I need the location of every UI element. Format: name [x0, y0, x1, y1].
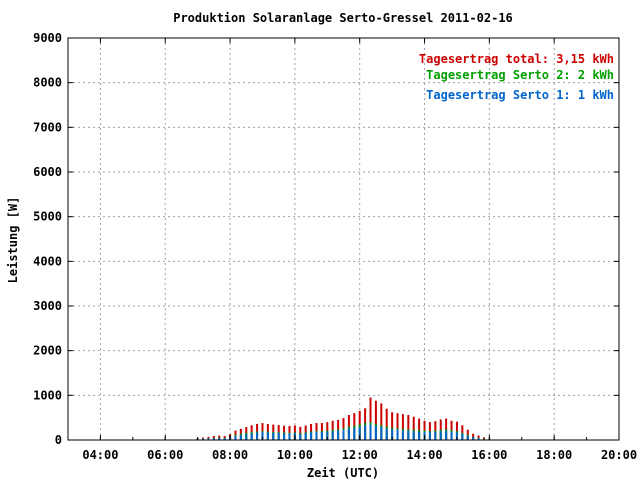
axis-ticks: 04:00 06:00 08:00 10:00 12:00 14:00 16:00 18:00… [33, 31, 637, 462]
bar-serto-1 [342, 429, 345, 440]
x-tick-label: 08:00 [212, 448, 248, 462]
bar-serto-1 [207, 438, 210, 440]
bar-serto-1 [202, 438, 205, 440]
bar-total [455, 421, 458, 440]
bar-serto-1 [385, 428, 388, 440]
bar-serto-1 [445, 430, 448, 440]
legend-serto2: Tagesertrag Serto 2: 2 kWh [426, 68, 614, 82]
bar-serto-1 [396, 429, 399, 440]
bar-serto-1 [434, 431, 437, 440]
bar-serto-1 [374, 425, 377, 440]
bar-serto-1 [353, 427, 356, 440]
bar-total [369, 397, 372, 440]
bar-serto-1 [331, 431, 334, 440]
bar-total [428, 422, 431, 440]
bar-total [374, 400, 377, 440]
bar-serto-1 [239, 435, 242, 440]
bar-serto-1 [212, 438, 215, 440]
bar-serto-1 [364, 425, 367, 440]
bar-total [396, 413, 399, 440]
bar-serto-1 [245, 434, 248, 440]
x-tick-label: 10:00 [277, 448, 313, 462]
bar-total [391, 412, 394, 440]
bar-serto-1 [461, 433, 464, 440]
bar-total [385, 408, 388, 440]
bar-serto-1 [315, 431, 318, 440]
bar-total [407, 414, 410, 440]
y-tick-label: 3000 [33, 299, 62, 313]
y-tick-label: 2000 [33, 344, 62, 358]
bar-serto-1 [407, 430, 410, 440]
legend-total: Tagesertrag total: 3,15 kWh [419, 52, 614, 66]
x-tick-label: 18:00 [536, 448, 572, 462]
plot-frame [67, 37, 620, 441]
x-tick-label: 12:00 [342, 448, 378, 462]
bar-serto-1 [455, 432, 458, 440]
bar-serto-1 [337, 430, 340, 440]
bar-serto-1 [369, 424, 372, 440]
bar-serto-1 [401, 430, 404, 440]
y-tick-label: 8000 [33, 76, 62, 90]
x-tick-label: 14:00 [406, 448, 442, 462]
bar-serto-1 [310, 432, 313, 440]
x-tick-label: 16:00 [471, 448, 507, 462]
bar-serto-1 [391, 429, 394, 440]
bar-serto-1 [299, 433, 302, 440]
bar-serto-1 [277, 432, 280, 440]
bar-serto-1 [234, 435, 237, 440]
y-tick-label: 9000 [33, 31, 62, 45]
y-tick-label: 6000 [33, 165, 62, 179]
y-tick-label: 7000 [33, 120, 62, 134]
bar-serto-1 [261, 431, 264, 440]
y-tick-label: 1000 [33, 388, 62, 402]
y-tick-label: 5000 [33, 210, 62, 224]
x-tick-label: 20:00 [601, 448, 637, 462]
bar-total [401, 414, 404, 440]
bar-serto-1 [428, 432, 431, 440]
y-tick-label: 0 [55, 433, 62, 447]
bar-total [380, 403, 383, 440]
bar-serto-1 [266, 432, 269, 440]
x-tick-label: 06:00 [147, 448, 183, 462]
bar-serto-1 [412, 431, 415, 440]
bar-serto-1 [439, 431, 442, 440]
bar-serto-1 [450, 431, 453, 440]
bar-serto-1 [380, 427, 383, 440]
bar-serto-1 [223, 438, 226, 440]
bar-serto-1 [256, 432, 259, 440]
x-axis-label: Zeit (UTC) [307, 466, 379, 480]
bar-serto-1 [320, 431, 323, 440]
bar-serto-1 [218, 437, 221, 440]
y-axis-label: Leistung [W] [6, 197, 20, 284]
bar-serto-1 [288, 433, 291, 440]
bar-total [423, 420, 426, 440]
grid [68, 38, 619, 440]
bar-serto-1 [304, 433, 307, 440]
legend: Tagesertrag total: 3,15 kWh Tagesertrag … [419, 52, 614, 102]
bar-serto-1 [466, 435, 469, 440]
x-tick-label: 04:00 [82, 448, 118, 462]
bar-serto-1 [272, 432, 275, 440]
y-tick-label: 4000 [33, 254, 62, 268]
bar-serto-1 [283, 433, 286, 440]
bars [196, 397, 491, 440]
bar-serto-1 [326, 431, 329, 440]
bar-total [461, 425, 464, 440]
bar-total [418, 418, 421, 440]
bar-total [412, 416, 415, 440]
chart-title: Produktion Solaranlage Serto-Gressel 201… [173, 11, 513, 25]
bar-serto-1 [358, 426, 361, 440]
bar-serto-1 [347, 428, 350, 440]
bar-serto-1 [250, 433, 253, 440]
legend-serto1: Tagesertrag Serto 1: 1 kWh [426, 88, 614, 102]
bar-serto-1 [418, 431, 421, 440]
bar-serto-1 [477, 438, 480, 440]
bar-serto-1 [472, 437, 475, 440]
